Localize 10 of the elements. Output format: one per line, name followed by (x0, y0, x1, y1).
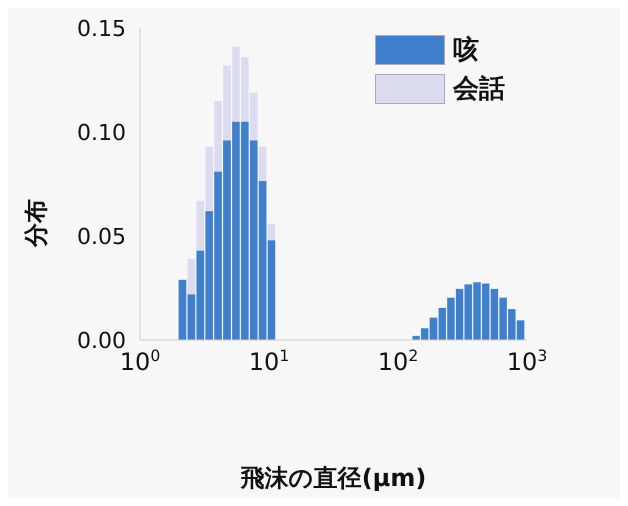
x-tick-label: 10$^{2}$ (378, 347, 418, 376)
y-tick-label: 0.10 (77, 121, 126, 146)
x-axis-title: 飛沫の直径(μm) (240, 464, 426, 492)
legend-label: 咳 (453, 34, 479, 67)
y-tick-label: 0.15 (77, 17, 126, 42)
x-tick-label: 10$^{1}$ (248, 347, 290, 376)
x-tick-label: 10$^{3}$ (506, 347, 548, 376)
legend-label: 会話 (453, 73, 505, 106)
y-axis-title: 分布 (22, 199, 50, 248)
y-tick-label: 0.05 (77, 225, 126, 250)
